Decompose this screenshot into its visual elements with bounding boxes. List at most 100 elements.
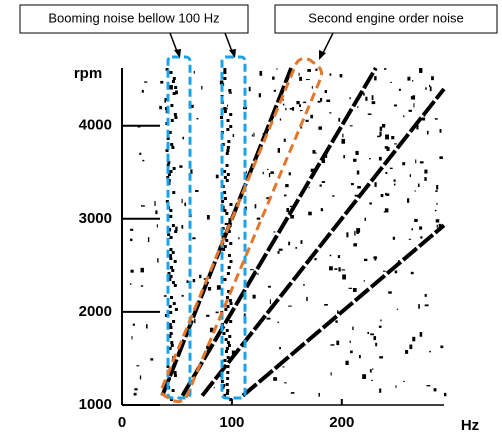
speckle xyxy=(421,117,426,121)
speckle xyxy=(220,380,224,383)
speckle xyxy=(306,79,310,81)
speckle xyxy=(402,162,406,166)
speckle xyxy=(170,104,174,107)
speckle xyxy=(385,193,390,196)
annotation-box xyxy=(19,4,249,34)
speckle xyxy=(266,197,270,200)
speckle xyxy=(179,165,183,168)
speckle xyxy=(393,183,396,186)
speckle xyxy=(195,190,199,192)
speckle xyxy=(132,323,135,326)
speckle xyxy=(169,236,173,239)
x-axis-label: Hz xyxy=(461,417,479,434)
noise-texture xyxy=(130,68,447,401)
speckle xyxy=(379,126,383,131)
speckle xyxy=(296,100,300,105)
speckle xyxy=(169,332,173,335)
y-axis-label: rpm xyxy=(74,65,102,82)
speckle xyxy=(429,86,432,92)
speckle xyxy=(324,89,328,94)
speckle xyxy=(288,172,291,176)
speckle xyxy=(403,380,405,382)
speckle xyxy=(413,103,415,108)
speckle xyxy=(394,270,398,274)
speckle xyxy=(216,285,221,290)
speckle xyxy=(169,215,173,218)
speckle xyxy=(169,209,173,212)
speckle xyxy=(154,201,156,207)
speckle xyxy=(223,71,227,74)
speckle xyxy=(436,184,439,190)
speckle xyxy=(277,321,279,323)
x-tick-label: 100 xyxy=(219,414,244,431)
speckle xyxy=(315,68,318,71)
speckle xyxy=(249,269,254,271)
speckle xyxy=(226,119,230,122)
speckle xyxy=(221,200,225,203)
speckle xyxy=(226,173,230,176)
speckle xyxy=(225,296,229,299)
speckle xyxy=(330,372,332,376)
speckle xyxy=(130,228,134,231)
speckle xyxy=(409,174,412,177)
speckle xyxy=(273,89,277,92)
speckle xyxy=(224,222,229,226)
speckle xyxy=(266,317,271,320)
speckle xyxy=(312,152,317,154)
speckle xyxy=(341,138,346,144)
speckle xyxy=(409,344,413,350)
speckle xyxy=(435,219,440,223)
speckle xyxy=(435,190,438,192)
speckle xyxy=(257,273,259,275)
speckle xyxy=(193,70,195,74)
speckle xyxy=(225,107,228,110)
speckle xyxy=(390,81,392,84)
annotation: Booming noise bellow 100 Hz xyxy=(48,10,219,25)
speckle xyxy=(223,359,227,362)
speckle xyxy=(299,104,302,108)
speckle xyxy=(170,341,174,344)
y-tick-label: 3000 xyxy=(79,210,112,227)
speckle xyxy=(352,326,354,331)
speckle xyxy=(229,320,233,323)
arrow-head xyxy=(229,49,236,58)
speckle xyxy=(307,69,312,72)
speckle xyxy=(134,388,138,391)
plot: 1000 2000 3000 4000 0 100 200 xyxy=(79,66,446,431)
speckle xyxy=(229,203,233,206)
speckle xyxy=(192,237,196,240)
speckle xyxy=(232,134,235,138)
speckle xyxy=(227,230,231,233)
speckle xyxy=(175,90,178,95)
speckle xyxy=(285,107,287,111)
speckle xyxy=(130,269,134,273)
speckle xyxy=(173,374,177,377)
speckle xyxy=(325,154,328,158)
speckle xyxy=(171,269,175,272)
highlight-box xyxy=(166,55,192,400)
speckle xyxy=(384,146,389,149)
speckle xyxy=(357,106,359,108)
speckle xyxy=(395,385,397,388)
speckle xyxy=(436,224,438,228)
speckle xyxy=(338,267,341,272)
speckle xyxy=(229,113,233,116)
speckle xyxy=(443,392,447,397)
speckle xyxy=(290,214,294,219)
speckle xyxy=(169,311,173,314)
speckle xyxy=(192,278,196,283)
speckle xyxy=(226,146,230,149)
speckle xyxy=(224,350,228,353)
speckle xyxy=(168,254,172,257)
speckle xyxy=(299,76,303,81)
speckle xyxy=(225,239,229,242)
speckle xyxy=(169,257,173,260)
speckle xyxy=(310,168,314,173)
speckle xyxy=(181,225,184,229)
speckle xyxy=(337,310,339,314)
speckle xyxy=(440,345,444,349)
speckle xyxy=(408,238,412,240)
speckle xyxy=(342,274,346,280)
speckle xyxy=(262,171,264,175)
speckle xyxy=(273,231,276,233)
